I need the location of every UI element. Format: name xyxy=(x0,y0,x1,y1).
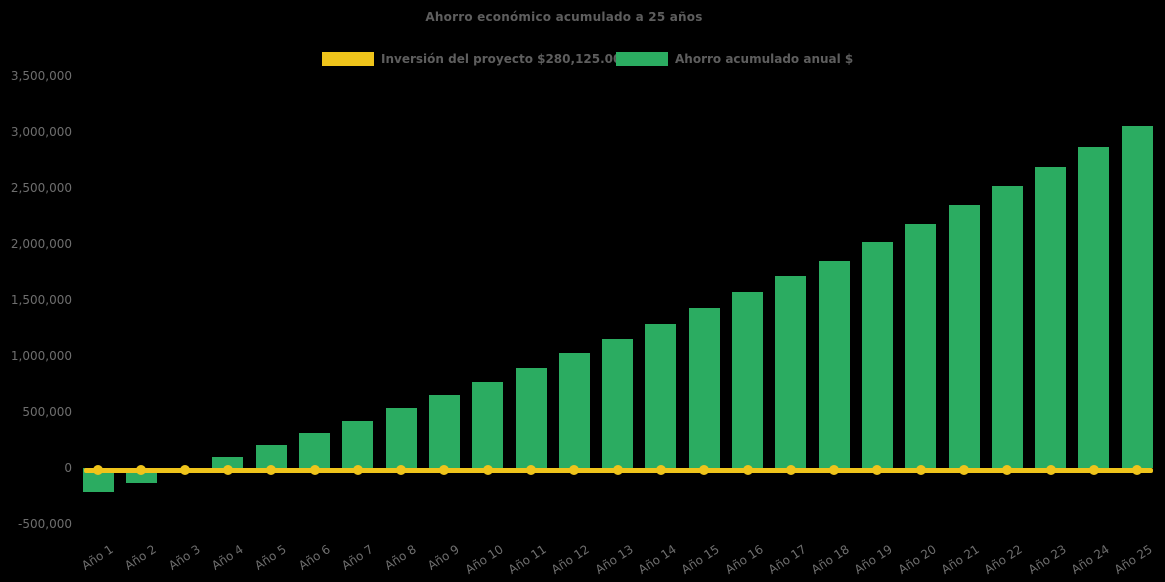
investment-line-marker xyxy=(915,465,926,475)
investment-line-marker xyxy=(785,465,796,475)
investment-line-marker xyxy=(1088,465,1099,475)
y-axis-tick-label: 1,000,000 xyxy=(10,349,72,363)
investment-line-marker xyxy=(872,465,883,475)
savings-bar xyxy=(299,433,330,468)
savings-bar xyxy=(775,275,807,468)
savings-bar xyxy=(991,185,1023,468)
savings-bar xyxy=(255,445,287,468)
investment-line-marker xyxy=(526,465,536,475)
legend-item-investment: Inversión del proyecto $280,125.00 xyxy=(322,51,621,67)
savings-bar xyxy=(515,367,547,468)
investment-line-marker xyxy=(396,465,407,475)
savings-legend-swatch xyxy=(616,52,668,66)
investment-line-marker xyxy=(829,465,840,475)
investment-line-marker xyxy=(569,465,580,475)
investment-line-marker xyxy=(742,465,753,475)
legend-item-savings: Ahorro acumulado anual $ xyxy=(616,51,853,67)
y-axis-tick-label: 0 xyxy=(64,461,72,475)
y-axis-tick-label: 3,000,000 xyxy=(10,125,72,139)
y-axis-tick-label: 2,000,000 xyxy=(10,237,72,251)
investment-legend-label: Inversión del proyecto $280,125.00 xyxy=(381,52,622,66)
savings-bar xyxy=(948,204,980,468)
savings-bar xyxy=(472,381,504,468)
savings-bar xyxy=(732,291,763,468)
investment-line-marker xyxy=(612,465,623,475)
savings-bar xyxy=(82,468,114,492)
y-axis-tick-label: 3,500,000 xyxy=(10,69,72,83)
y-axis-tick-label: 500,000 xyxy=(22,405,72,419)
investment-line-marker xyxy=(699,465,710,475)
savings-bar xyxy=(905,223,937,468)
savings-bar xyxy=(342,420,374,468)
investment-line-marker xyxy=(93,465,103,475)
savings-bar xyxy=(1035,166,1067,468)
savings-legend-label: Ahorro acumulado anual $ xyxy=(675,52,854,66)
investment-line-marker xyxy=(1002,465,1013,475)
investment-line-marker xyxy=(439,465,450,475)
investment-line-marker xyxy=(482,465,493,475)
investment-line-marker xyxy=(136,465,147,475)
investment-line-marker xyxy=(179,465,190,475)
savings-bar xyxy=(558,353,590,468)
savings-bar xyxy=(212,456,244,468)
y-axis-tick-label: -500,000 xyxy=(18,517,72,531)
investment-line-marker xyxy=(222,465,233,475)
savings-bar xyxy=(1078,146,1110,468)
y-axis-tick-label: 2,500,000 xyxy=(10,181,72,195)
savings-bar xyxy=(1121,125,1153,468)
investment-line-marker xyxy=(309,465,320,475)
investment-line-marker xyxy=(1045,465,1056,475)
savings-bar xyxy=(385,408,417,468)
savings-bar xyxy=(602,338,634,468)
investment-line-marker xyxy=(959,465,969,475)
savings-bar xyxy=(818,260,850,468)
savings-bar xyxy=(861,241,893,468)
savings-bar xyxy=(428,395,460,468)
y-axis-tick-label: 1,500,000 xyxy=(10,293,72,307)
investment-line-marker xyxy=(352,465,363,475)
chart-title: Ahorro económico acumulado a 25 años xyxy=(425,10,703,24)
investment-line-marker xyxy=(1132,465,1143,475)
investment-legend-swatch xyxy=(322,52,374,66)
investment-line-marker xyxy=(266,465,277,475)
savings-bar xyxy=(688,308,720,468)
savings-bar xyxy=(645,323,677,468)
investment-line-marker xyxy=(655,465,666,475)
